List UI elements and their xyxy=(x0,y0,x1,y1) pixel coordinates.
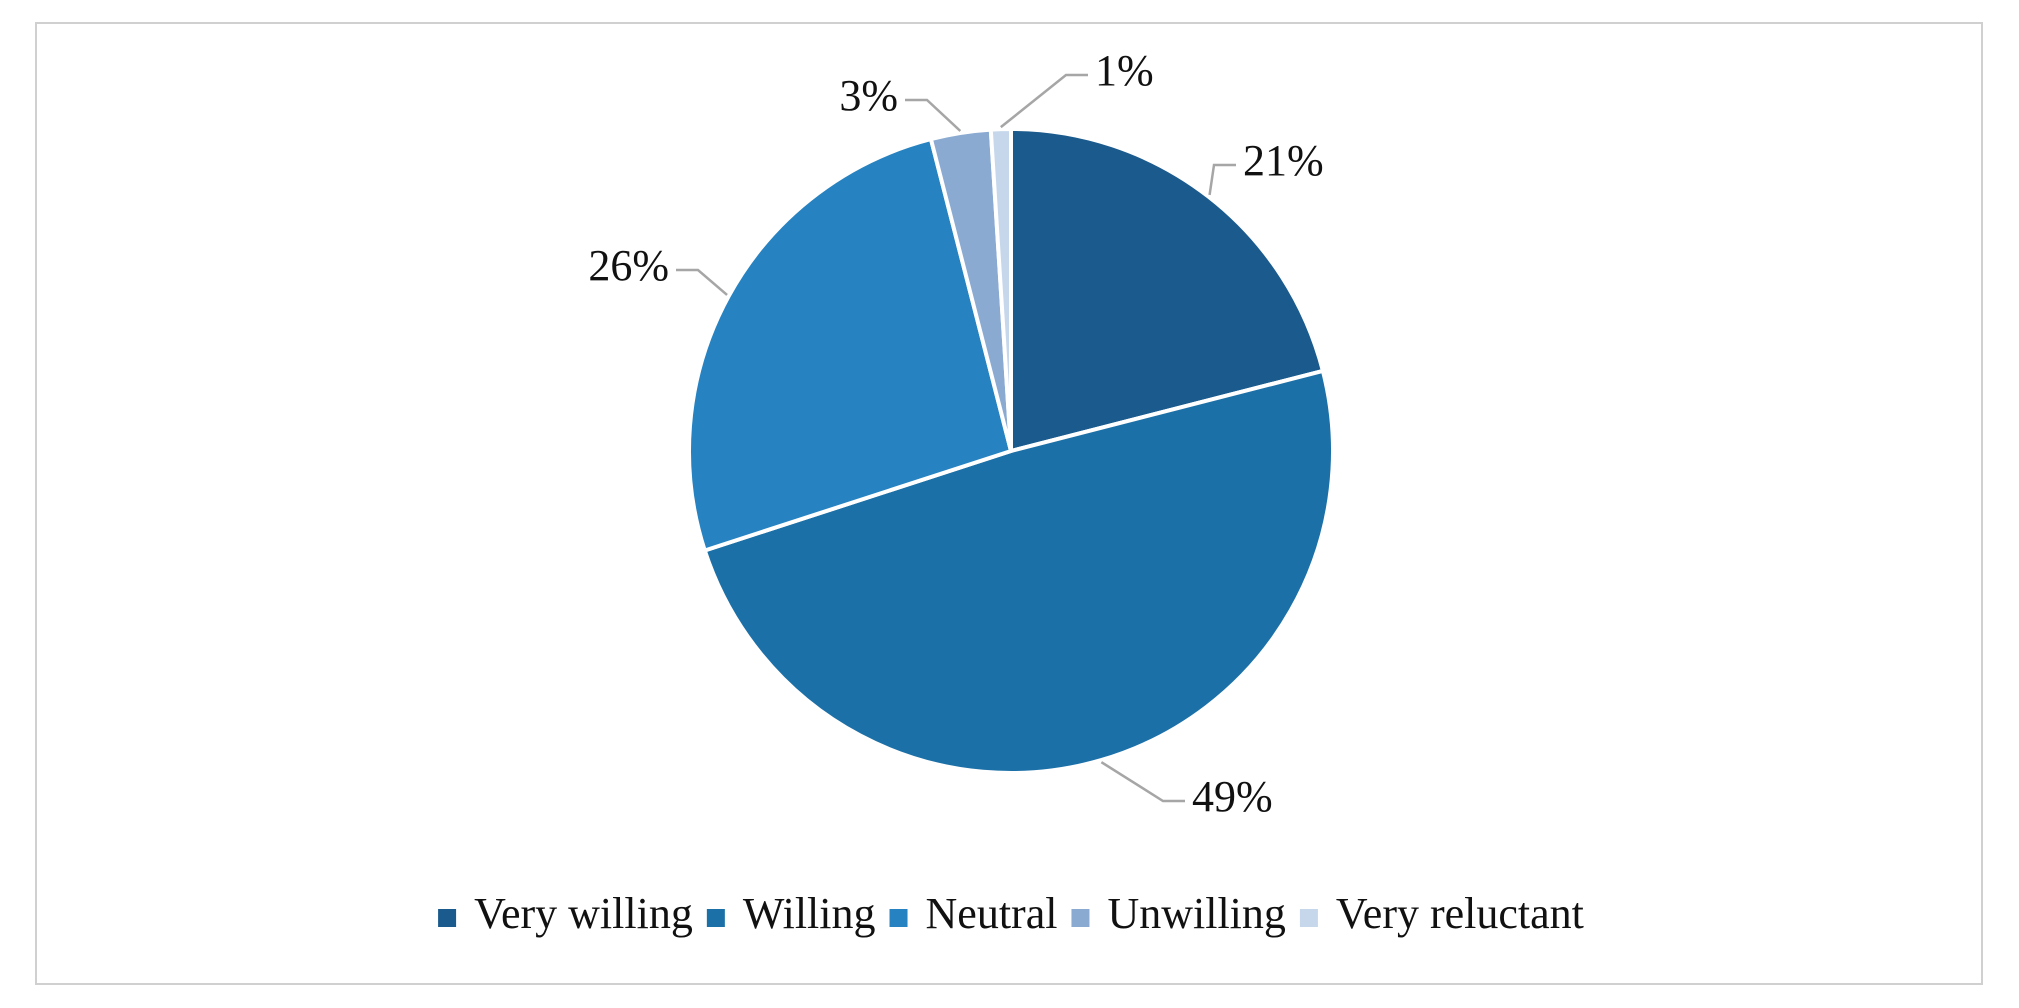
legend-swatch xyxy=(1071,909,1090,927)
data-label: 1% xyxy=(1095,46,1154,95)
legend-swatch xyxy=(438,909,457,927)
legend-label: Neutral xyxy=(926,889,1058,938)
legend-label: Very reluctant xyxy=(1336,889,1584,938)
leader-line xyxy=(1100,761,1185,803)
leader-line xyxy=(905,98,962,132)
data-label: 49% xyxy=(1192,772,1273,821)
pie-slice xyxy=(687,136,1014,554)
legend-swatch xyxy=(1299,909,1318,927)
legend-label: Unwilling xyxy=(1107,889,1285,938)
pie-slice xyxy=(702,368,1335,775)
data-label: 26% xyxy=(588,241,669,290)
legend-label: Willing xyxy=(743,889,876,938)
leader-line xyxy=(1208,163,1236,196)
leader-line xyxy=(676,268,728,296)
data-label: 3% xyxy=(839,71,898,120)
pie-slice xyxy=(988,126,1013,452)
pie-slice xyxy=(1009,126,1326,454)
leader-line xyxy=(1000,73,1088,129)
legend-swatch xyxy=(706,909,725,927)
legend-swatch xyxy=(889,909,908,927)
legend-label: Very willing xyxy=(474,889,693,938)
data-label: 21% xyxy=(1243,136,1324,185)
